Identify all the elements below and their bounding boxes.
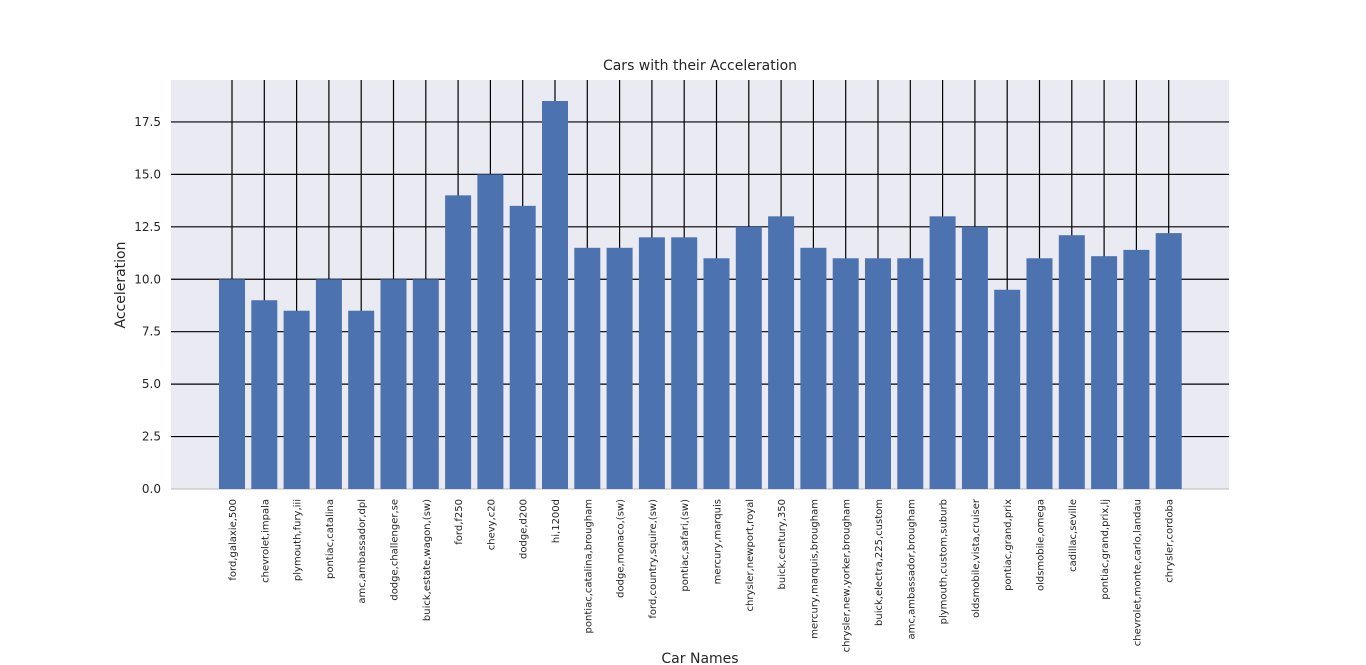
bar xyxy=(671,237,698,489)
x-tick-label: mercury,marquis xyxy=(713,499,724,584)
bar xyxy=(412,279,439,489)
x-axis-title: Car Names xyxy=(661,651,738,665)
bar xyxy=(445,195,472,489)
bar xyxy=(768,216,795,490)
x-tick-label: chrysler,cordoba xyxy=(1165,499,1176,583)
bar xyxy=(703,258,730,489)
y-tick-label: 7.5 xyxy=(142,325,161,339)
x-tick-label: pontiac,safari,(sw) xyxy=(680,499,691,592)
bar xyxy=(961,226,988,490)
bar xyxy=(735,226,762,490)
x-tick-label: chevrolet,monte,carlo,landau xyxy=(1132,499,1143,646)
plot-background xyxy=(171,80,1229,489)
x-tick-label: dodge,d200 xyxy=(519,499,530,559)
bar xyxy=(994,289,1021,489)
y-tick-labels: 0.0 2.5 5.0 7.5 10.0 12.5 15.0 17.5 xyxy=(134,115,161,496)
x-tick-label: ford,country,squire,(sw) xyxy=(648,499,659,619)
y-tick-label: 10.0 xyxy=(134,272,161,286)
y-tick-label: 2.5 xyxy=(142,430,161,444)
y-axis-title: Acceleration xyxy=(113,242,129,329)
bar xyxy=(832,258,859,489)
x-tick-label: hi,1200d xyxy=(551,499,562,543)
bar xyxy=(800,247,827,489)
x-tick-label: amc,ambassador,dpl xyxy=(357,499,368,604)
bar xyxy=(1091,256,1118,489)
bar xyxy=(606,247,633,489)
bar xyxy=(283,310,310,489)
y-tick-label: 0.0 xyxy=(142,482,161,496)
bar xyxy=(219,279,245,489)
bar xyxy=(1058,235,1085,489)
x-tick-label: buick,electra,225,custom xyxy=(874,499,885,626)
x-tick-label: ford,f250 xyxy=(454,499,465,545)
x-tick-label: dodge,challenger,se xyxy=(390,499,401,601)
x-tick-label: buick,century,350 xyxy=(777,499,788,589)
y-tick-label: 12.5 xyxy=(134,220,161,234)
bar xyxy=(348,310,375,489)
bar xyxy=(315,279,342,489)
x-tick-label: plymouth,custom,suburb xyxy=(939,499,950,624)
chart-title: Cars with their Acceleration xyxy=(603,58,797,74)
x-tick-labels: ford,galaxie,500 chevrolet,impala plymouth… xyxy=(228,498,1176,652)
bar xyxy=(1155,233,1182,489)
bar xyxy=(251,300,278,489)
y-tick-label: 5.0 xyxy=(142,377,161,391)
x-tick-label: ford,galaxie,500 xyxy=(228,499,239,581)
bar xyxy=(865,258,891,489)
x-tick-label: mercury,marquis,brougham xyxy=(809,499,820,639)
x-tick-label: dodge,monaco,(sw) xyxy=(616,499,627,598)
y-tick-label: 17.5 xyxy=(134,115,161,129)
x-tick-label: pontiac,catalina,brougham xyxy=(583,499,594,633)
x-tick-label: chrysler,newport,royal xyxy=(745,499,756,611)
x-tick-label: chevy,c20 xyxy=(486,499,497,550)
bar xyxy=(477,174,504,489)
x-tick-label: chrysler,new,yorker,brougham xyxy=(842,499,853,652)
x-tick-label: pontiac,grand,prix,lj xyxy=(1100,499,1111,600)
bar xyxy=(1026,258,1053,489)
y-tick-label: 15.0 xyxy=(134,167,161,181)
x-tick-label: pontiac,grand,prix xyxy=(1003,499,1014,591)
bar xyxy=(574,247,601,489)
bar xyxy=(1123,249,1150,489)
x-tick-label: amc,ambassador,brougham xyxy=(906,499,917,639)
x-tick-label: oldsmobile,vista,cruiser xyxy=(971,498,982,618)
x-tick-label: pontiac,catalina xyxy=(325,499,336,579)
bar xyxy=(380,279,407,489)
x-tick-label: buick,estate,wagon,(sw) xyxy=(422,499,433,621)
x-tick-label: cadillac,seville xyxy=(1068,499,1079,572)
bar xyxy=(542,100,568,489)
bar xyxy=(638,237,665,489)
x-tick-label: plymouth,fury,iii xyxy=(293,499,304,581)
bar xyxy=(929,216,956,490)
x-tick-label: chevrolet,impala xyxy=(260,499,271,583)
bars xyxy=(219,100,1182,490)
bar xyxy=(897,258,924,489)
x-tick-label: oldsmobile,omega xyxy=(1036,499,1047,591)
bar xyxy=(509,205,536,489)
